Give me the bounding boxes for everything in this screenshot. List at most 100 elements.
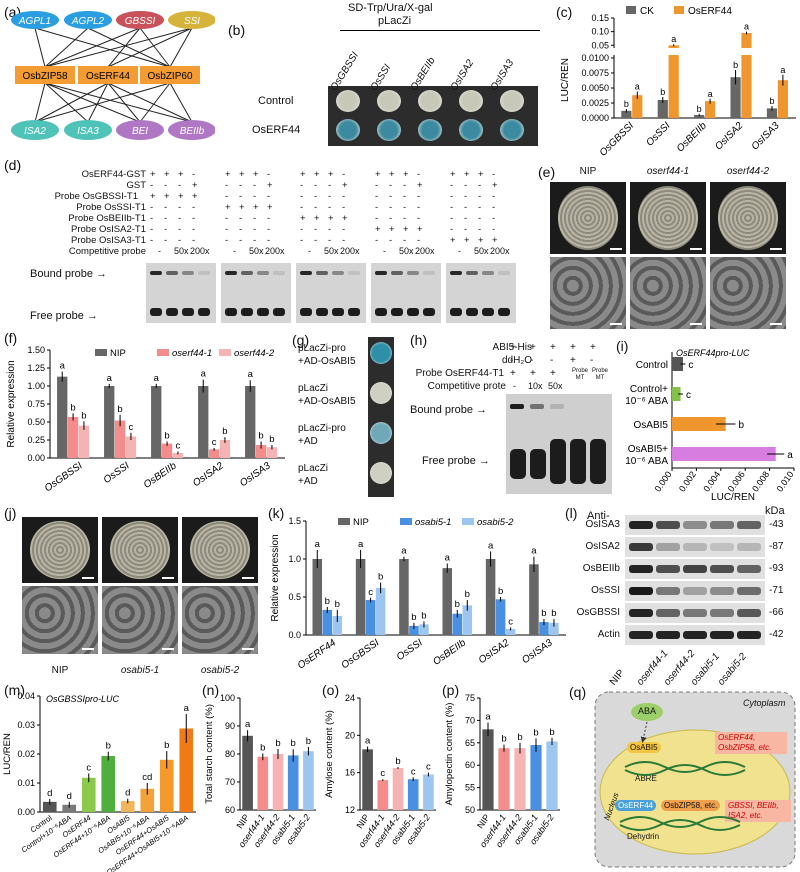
h-sign: + xyxy=(590,342,596,353)
blot-band xyxy=(737,521,761,529)
panel-f: (f) 0.00 0.25 0.50 0.75 1.00 1.25 1.50 Relative… xyxy=(0,330,290,500)
kda-value: -87 xyxy=(769,541,784,552)
tf-node-label: OsbZIP60 xyxy=(147,71,192,82)
competitor-level: 50x xyxy=(249,246,264,256)
emsa-sign: - xyxy=(225,180,229,191)
emsa-sign: - xyxy=(342,191,346,202)
panel-n-label: (n) xyxy=(202,682,220,698)
bar xyxy=(120,800,135,812)
category-label: OsISA2 xyxy=(191,460,226,489)
sig-letter: b xyxy=(551,608,556,619)
emsa-sign: + xyxy=(403,169,409,180)
tick-label: 0.00 xyxy=(17,807,35,817)
sig-letter: a xyxy=(154,373,160,384)
blot-band xyxy=(683,543,707,551)
bar xyxy=(632,95,643,118)
emsa-row-label: Probe OsISA3-T1 xyxy=(71,235,146,246)
emsa-sign: + xyxy=(225,202,231,213)
emsa-sign: - xyxy=(342,224,346,235)
bar xyxy=(672,387,681,401)
y1h-row-line: pLacZi xyxy=(298,383,329,394)
bound-band xyxy=(590,404,604,409)
h-bound-probe-label: Bound probe → xyxy=(410,404,488,416)
emsa-sign: + xyxy=(150,191,156,202)
emsa-sign: - xyxy=(300,235,304,246)
sig-letter: c xyxy=(508,616,513,627)
legend-swatch xyxy=(626,6,636,14)
emsa-sign: - xyxy=(253,235,257,246)
targets1-box: OsERF44, OsbZIP58, etc. xyxy=(715,732,787,754)
emsa-sign: - xyxy=(403,202,407,213)
legend-swatch xyxy=(157,349,169,356)
emsa-sign: - xyxy=(239,224,243,235)
emsa-sign: - xyxy=(328,180,332,191)
legend-swatch xyxy=(462,518,474,525)
bound-band xyxy=(241,271,253,275)
bar xyxy=(42,801,57,812)
bound-band xyxy=(348,271,360,275)
bar xyxy=(161,443,173,458)
sig-letter: a xyxy=(401,546,407,557)
bar xyxy=(694,115,705,118)
emsa-sign: - xyxy=(150,213,154,224)
sig-letter: b xyxy=(533,727,538,738)
gene-node xyxy=(116,11,164,29)
emsa-sign: + xyxy=(178,169,184,180)
h-comp-level: 10x xyxy=(528,381,543,391)
emsa-sign: - xyxy=(375,235,379,246)
sig-letter: b xyxy=(465,589,470,600)
sig-letter: b xyxy=(697,104,702,114)
free-band xyxy=(332,308,344,316)
gene-node-label: AGPL2 xyxy=(71,16,105,27)
tf-node-label: OsbZIP58 xyxy=(22,71,67,82)
blot-strip xyxy=(625,537,765,557)
sem-image xyxy=(630,257,706,329)
yeast-plate xyxy=(328,86,538,146)
tick-label: 0.0000 xyxy=(581,113,609,123)
emsa-sign: + xyxy=(417,224,423,235)
edge-top xyxy=(107,27,193,68)
gene-node-label: SSI xyxy=(184,16,200,27)
emsa-sign: - xyxy=(389,180,393,191)
free-band xyxy=(550,439,566,484)
aba-ellipse xyxy=(631,703,663,721)
sig-letter: b xyxy=(498,586,503,597)
tick-label: 70 xyxy=(465,715,475,725)
kda-value: -93 xyxy=(769,563,784,574)
emsa-sign: + xyxy=(464,169,470,180)
panel-j-label: (j) xyxy=(4,505,17,521)
tick-label: 60 xyxy=(465,760,475,770)
scale-bar xyxy=(162,577,174,579)
bound-band xyxy=(257,271,269,275)
category-label: OsBEIIb xyxy=(142,460,179,491)
scale-bar xyxy=(690,248,702,250)
edge-bottom xyxy=(139,82,171,123)
blot-band xyxy=(629,565,653,573)
protein-label: OsGBSSI xyxy=(576,607,620,618)
sig-letter: b xyxy=(549,727,554,738)
emsa-sign: - xyxy=(464,180,468,191)
gene-node xyxy=(11,11,59,29)
h-sign: - xyxy=(510,355,514,366)
panel-e-label: (e) xyxy=(538,164,556,180)
edge-bottom xyxy=(44,82,193,123)
free-band xyxy=(182,308,194,316)
h-row-label: ddH₂O xyxy=(501,355,532,366)
sig-letter: a xyxy=(201,369,207,380)
h-comp-none: - xyxy=(513,381,516,391)
chart-c: 0.15 0.10 0.05 0.0100 0.0075 0.0050 0.0025 0.00… xyxy=(560,6,796,159)
emsa-sign: - xyxy=(314,191,318,202)
edge-bottom xyxy=(107,82,141,123)
protein-label: OsISA3 xyxy=(585,519,620,530)
sig-letter: b xyxy=(335,599,340,610)
edge-top xyxy=(169,27,193,68)
bar xyxy=(104,386,115,458)
blot-band xyxy=(737,543,761,551)
bar xyxy=(529,564,539,635)
emsa-sign: + xyxy=(403,224,409,235)
category-label: OsABI5 xyxy=(634,420,669,431)
y1h-row-line: pLacZi-pro xyxy=(298,343,346,354)
free-band xyxy=(391,308,403,316)
legend-label: CK xyxy=(640,6,654,17)
